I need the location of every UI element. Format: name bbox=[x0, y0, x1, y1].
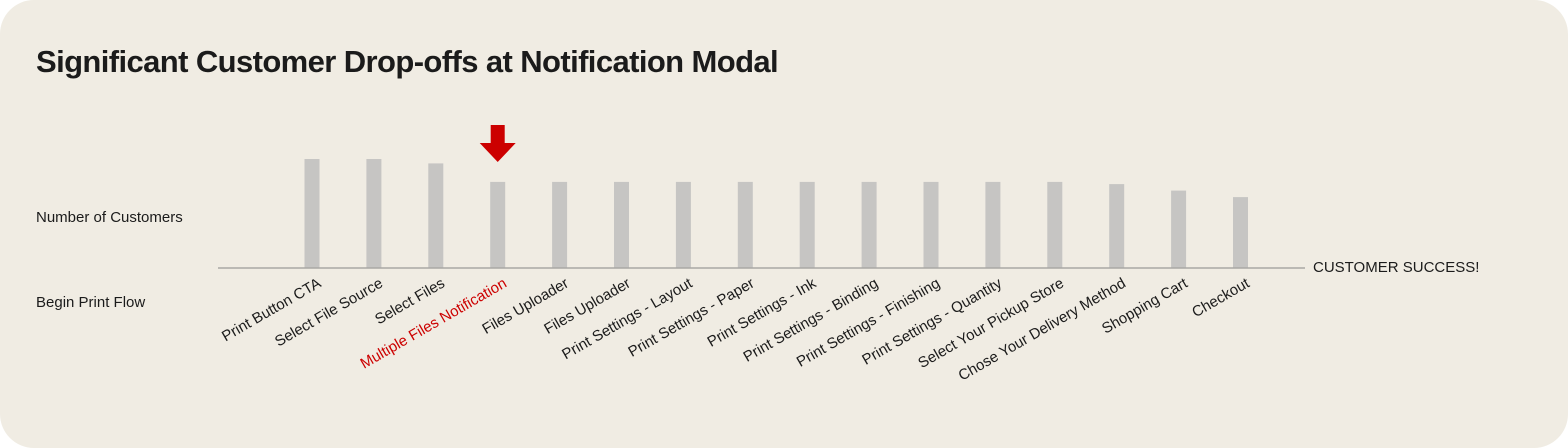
bar-1-print-button-cta bbox=[304, 159, 320, 268]
bars-group bbox=[304, 159, 1248, 268]
bar-5-files-uploader bbox=[552, 181, 568, 268]
annotations-group bbox=[479, 125, 516, 162]
bar-2-select-file-source bbox=[366, 159, 382, 268]
tick-label-1-print-button-cta: Print Button CTA bbox=[219, 275, 324, 345]
bar-7-print-settings-layout bbox=[675, 181, 691, 268]
flow-start-label: Begin Print Flow bbox=[36, 294, 146, 311]
bar-10-print-settings-binding bbox=[861, 181, 877, 268]
bar-9-print-settings-ink bbox=[799, 181, 815, 268]
bar-16-checkout bbox=[1233, 197, 1248, 268]
drop-off-arrow-icon bbox=[479, 125, 516, 162]
bar-11-print-settings-finishing bbox=[923, 181, 939, 268]
flow-end-label: CUSTOMER SUCCESS! bbox=[1313, 259, 1480, 276]
bar-12-print-settings-quantity bbox=[985, 181, 1001, 268]
bar-13-select-your-pickup-store bbox=[1047, 181, 1063, 268]
bar-3-select-files bbox=[428, 163, 444, 268]
tick-label-16-checkout: Checkout bbox=[1189, 274, 1253, 321]
chart-title: Significant Customer Drop-offs at Notifi… bbox=[36, 44, 779, 79]
y-axis-label: Number of Customers bbox=[36, 209, 183, 226]
bar-15-shopping-cart bbox=[1171, 190, 1187, 268]
bar-8-print-settings-paper bbox=[737, 181, 753, 268]
bar-4-multiple-files-notification bbox=[490, 181, 506, 268]
tick-label-2-select-file-source: Select File Source bbox=[272, 275, 386, 351]
bar-14-chose-your-delivery-method bbox=[1109, 184, 1125, 268]
bar-6-files-uploader bbox=[614, 181, 629, 268]
